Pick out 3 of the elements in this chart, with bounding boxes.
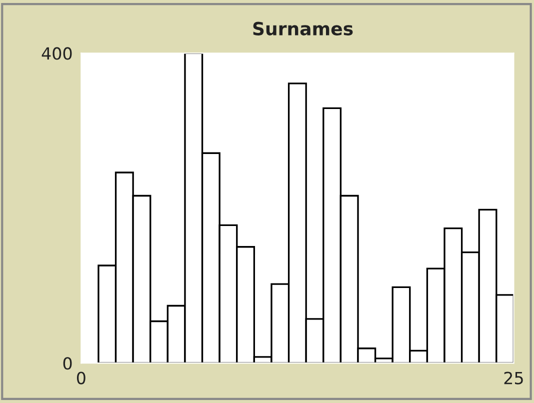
- chart-title: Surnames: [253, 22, 353, 36]
- y-tick-label: 400: [42, 47, 72, 60]
- x-tick-label: 25: [504, 372, 523, 384]
